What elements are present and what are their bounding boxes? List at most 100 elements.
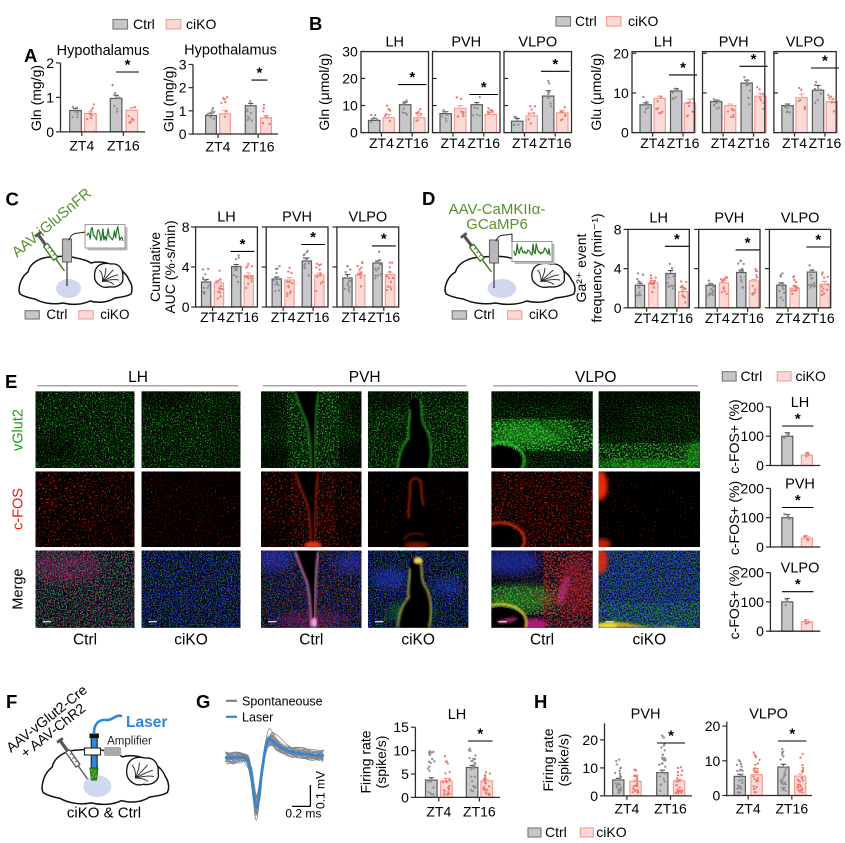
svg-text:200: 200: [741, 565, 765, 581]
svg-text:ciKO: ciKO: [633, 632, 667, 649]
svg-text:*: *: [795, 411, 801, 428]
svg-text:Hypothalamus: Hypothalamus: [184, 43, 277, 59]
svg-text:PVH: PVH: [282, 210, 312, 226]
svg-text:ZT16: ZT16: [731, 310, 764, 326]
svg-text:ZT4: ZT4: [705, 310, 730, 326]
svg-text:ZT4: ZT4: [200, 309, 225, 325]
svg-text:VLPO: VLPO: [749, 707, 788, 723]
svg-text:ZT4: ZT4: [614, 801, 639, 817]
svg-text:*: *: [674, 231, 680, 248]
svg-text:ciKO: ciKO: [796, 368, 826, 384]
svg-text:*: *: [795, 576, 801, 593]
svg-text:1: 1: [46, 89, 54, 105]
svg-text:VLPO: VLPO: [575, 369, 616, 386]
svg-text:VLPO: VLPO: [518, 34, 557, 50]
svg-text:3: 3: [179, 57, 187, 73]
svg-text:*: *: [240, 236, 246, 253]
svg-text:LH: LH: [654, 34, 673, 50]
svg-text:2: 2: [179, 80, 187, 96]
svg-text:*: *: [125, 57, 131, 74]
svg-text:0: 0: [182, 299, 190, 315]
svg-text:ZT16: ZT16: [367, 309, 400, 325]
svg-text:30: 30: [342, 43, 358, 59]
svg-text:AAV-CaMKIIα-: AAV-CaMKIIα-: [449, 201, 546, 218]
svg-text:0: 0: [179, 126, 187, 142]
svg-text:ZT16: ZT16: [396, 135, 429, 151]
svg-text:LH: LH: [385, 34, 404, 50]
svg-text:*: *: [310, 229, 316, 246]
svg-text:ciKO: ciKO: [596, 824, 626, 840]
svg-text:5: 5: [401, 766, 409, 782]
svg-text:2: 2: [46, 55, 54, 71]
svg-text:ZT4: ZT4: [776, 310, 801, 326]
svg-text:Firing rate: Firing rate: [540, 728, 556, 791]
svg-text:0: 0: [713, 788, 721, 804]
svg-text:ZT4: ZT4: [341, 309, 366, 325]
svg-text:PVH: PVH: [349, 369, 381, 386]
svg-text:ZT16: ZT16: [775, 801, 808, 817]
svg-text:Ctrl: Ctrl: [73, 632, 97, 649]
svg-text:ZT16: ZT16: [802, 310, 835, 326]
svg-text:0.2 ms: 0.2 ms: [285, 807, 321, 821]
svg-text:LH: LH: [791, 395, 810, 411]
svg-text:G: G: [196, 691, 210, 712]
svg-text:*: *: [552, 56, 558, 73]
svg-text:ZT16: ZT16: [661, 310, 694, 326]
svg-text:PVH: PVH: [785, 476, 815, 492]
svg-text:ZT4: ZT4: [271, 309, 296, 325]
svg-text:ZT16: ZT16: [242, 138, 275, 154]
svg-text:*: *: [815, 232, 821, 249]
svg-text:20: 20: [342, 71, 358, 87]
svg-text:ZT4: ZT4: [782, 135, 807, 151]
svg-text:ZT4: ZT4: [369, 135, 394, 151]
svg-text:ZT4: ZT4: [441, 135, 466, 151]
svg-text:(spike/s): (spike/s): [555, 734, 571, 787]
svg-text:ZT16: ZT16: [463, 804, 496, 820]
svg-text:(spike/s): (spike/s): [373, 736, 389, 789]
svg-text:*: *: [795, 492, 801, 509]
svg-text:100: 100: [741, 428, 765, 444]
svg-text:10: 10: [393, 743, 409, 759]
svg-text:A: A: [24, 45, 37, 66]
svg-text:ZT16: ZT16: [809, 135, 842, 151]
svg-text:ciKO: ciKO: [401, 632, 435, 649]
svg-text:*: *: [745, 234, 751, 251]
svg-text:ciKO: ciKO: [186, 16, 216, 32]
svg-text:1: 1: [179, 103, 187, 119]
svg-text:Ctrl: Ctrl: [133, 16, 155, 32]
svg-text:Cumulative: Cumulative: [147, 232, 163, 302]
svg-text:C: C: [6, 189, 19, 210]
svg-text:LH: LH: [649, 210, 668, 226]
svg-text:*: *: [256, 65, 262, 82]
svg-text:Ctrl: Ctrl: [545, 824, 567, 840]
svg-text:ciKO: ciKO: [529, 307, 558, 322]
svg-text:4: 4: [182, 259, 190, 275]
svg-text:0: 0: [756, 623, 764, 639]
svg-text:200: 200: [741, 399, 765, 415]
svg-text:PVH: PVH: [451, 34, 481, 50]
svg-text:LH: LH: [217, 210, 236, 226]
svg-text:Gln (mg/g): Gln (mg/g): [28, 65, 44, 131]
svg-text:Ga²⁺ event: Ga²⁺ event: [573, 233, 589, 302]
svg-text:Laser: Laser: [242, 710, 273, 724]
svg-text:LH: LH: [128, 369, 148, 386]
svg-text:Firing rate: Firing rate: [358, 730, 374, 793]
svg-text:Ctrl: Ctrl: [575, 13, 597, 29]
svg-text:Merge: Merge: [11, 568, 27, 609]
svg-text:10: 10: [582, 760, 598, 776]
svg-text:LH: LH: [448, 707, 467, 723]
svg-text:PVH: PVH: [631, 707, 661, 723]
svg-text:15: 15: [393, 719, 409, 735]
svg-text:H: H: [534, 691, 547, 712]
svg-text:ciKO: ciKO: [628, 13, 658, 29]
svg-text:Hypothalamus: Hypothalamus: [57, 43, 150, 59]
svg-text:Ctrl: Ctrl: [741, 368, 763, 384]
svg-text:*: *: [477, 726, 483, 743]
svg-text:8: 8: [182, 219, 190, 235]
svg-text:*: *: [789, 726, 795, 743]
svg-text:10: 10: [705, 753, 721, 769]
svg-text:c-FOS+ (%): c-FOS+ (%): [726, 565, 742, 639]
svg-text:B: B: [309, 13, 322, 34]
svg-text:20: 20: [613, 45, 629, 61]
svg-text:0: 0: [46, 124, 54, 140]
